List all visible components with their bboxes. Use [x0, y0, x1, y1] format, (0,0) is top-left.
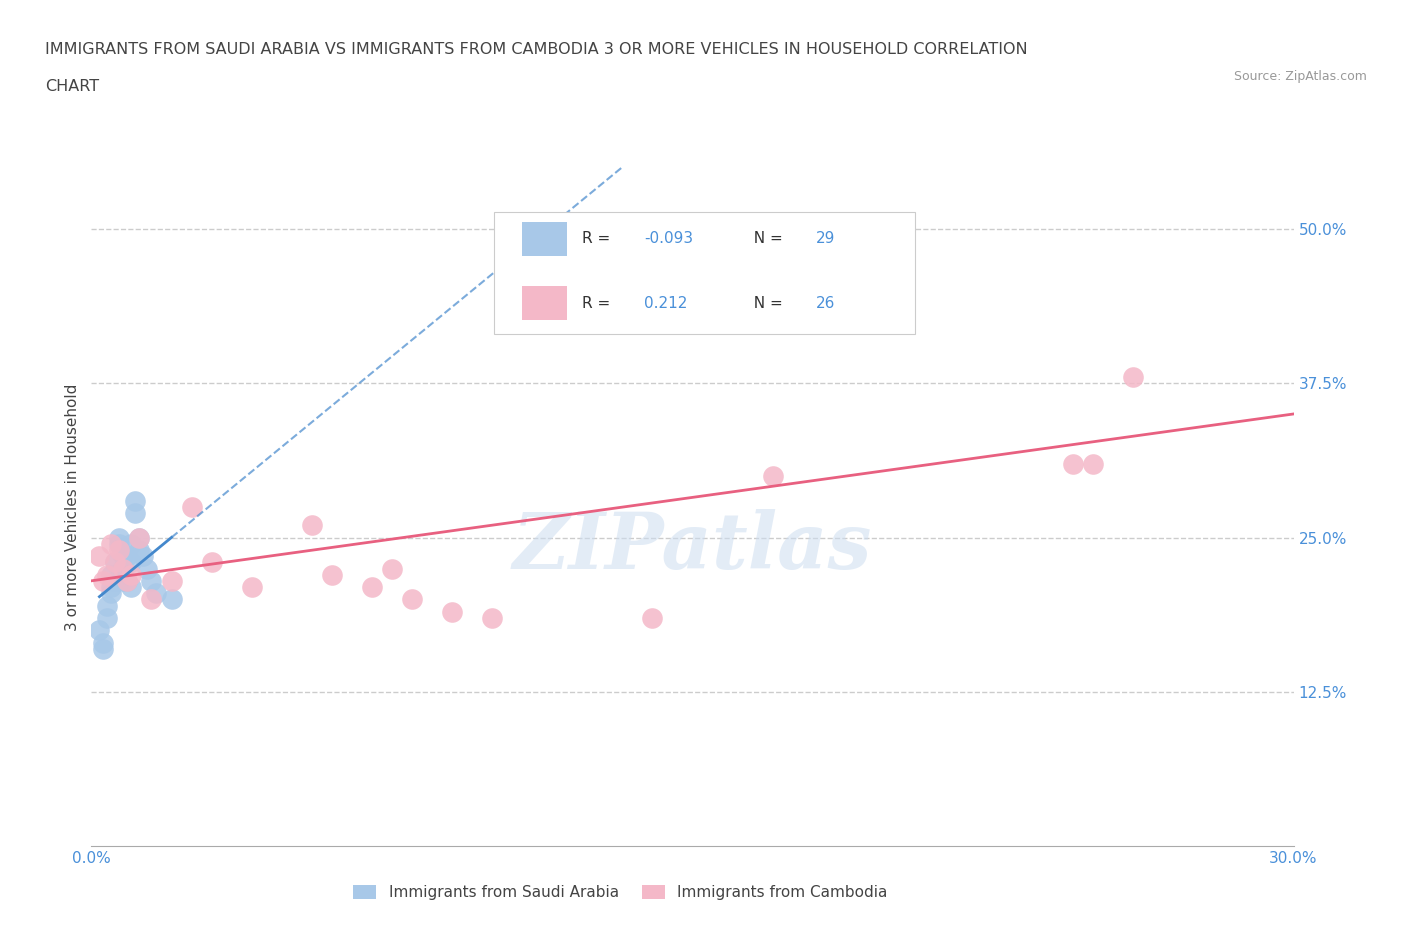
Text: Source: ZipAtlas.com: Source: ZipAtlas.com: [1233, 70, 1367, 83]
Point: [117, 574, 139, 589]
Point: [621, 234, 644, 249]
Point: [201, 555, 224, 570]
Point: [321, 567, 343, 582]
Text: -0.093: -0.093: [644, 232, 693, 246]
Text: CHART: CHART: [45, 79, 98, 94]
Point: [93, 574, 115, 589]
Text: ZIPatlas: ZIPatlas: [513, 510, 872, 586]
Point: [108, 530, 131, 545]
Point: [301, 518, 323, 533]
Point: [112, 574, 135, 589]
Point: [121, 579, 143, 594]
Point: [124, 506, 146, 521]
Point: [121, 555, 143, 570]
Point: [401, 592, 423, 607]
Point: [440, 604, 463, 619]
Point: [104, 574, 127, 589]
Text: N =: N =: [744, 232, 787, 246]
Text: IMMIGRANTS FROM SAUDI ARABIA VS IMMIGRANTS FROM CAMBODIA 3 OR MORE VEHICLES IN H: IMMIGRANTS FROM SAUDI ARABIA VS IMMIGRAN…: [45, 42, 1028, 57]
Legend: Immigrants from Saudi Arabia, Immigrants from Cambodia: Immigrants from Saudi Arabia, Immigrants…: [347, 879, 893, 907]
Point: [96, 567, 118, 582]
Point: [124, 493, 146, 508]
Point: [112, 549, 135, 564]
Y-axis label: 3 or more Vehicles in Household: 3 or more Vehicles in Household: [65, 383, 80, 631]
FancyBboxPatch shape: [522, 221, 568, 256]
Point: [1062, 457, 1084, 472]
Point: [93, 635, 115, 650]
Point: [160, 592, 183, 607]
Text: R =: R =: [582, 232, 614, 246]
Point: [180, 499, 202, 514]
Point: [117, 574, 139, 589]
Point: [141, 574, 163, 589]
Point: [121, 537, 143, 551]
Point: [132, 549, 155, 564]
Point: [1122, 370, 1144, 385]
Text: R =: R =: [582, 296, 614, 311]
Text: 0.212: 0.212: [644, 296, 688, 311]
Point: [240, 579, 263, 594]
Point: [360, 579, 382, 594]
Point: [145, 586, 167, 601]
Point: [141, 592, 163, 607]
Point: [381, 561, 404, 576]
Point: [481, 610, 503, 625]
Point: [100, 567, 122, 582]
Point: [117, 549, 139, 564]
Text: 26: 26: [817, 296, 835, 311]
Point: [108, 537, 131, 551]
Point: [100, 537, 122, 551]
Point: [93, 642, 115, 657]
Point: [128, 542, 150, 557]
Text: 29: 29: [817, 232, 835, 246]
Point: [108, 542, 131, 557]
Point: [1083, 457, 1105, 472]
Point: [112, 561, 135, 576]
Point: [96, 598, 118, 613]
Point: [160, 574, 183, 589]
Point: [100, 579, 122, 594]
Point: [104, 555, 127, 570]
Point: [136, 561, 159, 576]
Point: [128, 530, 150, 545]
Point: [89, 623, 111, 638]
FancyBboxPatch shape: [522, 286, 568, 320]
Point: [100, 586, 122, 601]
Point: [121, 567, 143, 582]
Point: [641, 610, 664, 625]
Point: [762, 469, 785, 484]
Point: [104, 555, 127, 570]
Text: N =: N =: [744, 296, 787, 311]
Point: [128, 530, 150, 545]
Point: [89, 549, 111, 564]
Point: [112, 561, 135, 576]
Point: [96, 610, 118, 625]
FancyBboxPatch shape: [494, 211, 915, 334]
